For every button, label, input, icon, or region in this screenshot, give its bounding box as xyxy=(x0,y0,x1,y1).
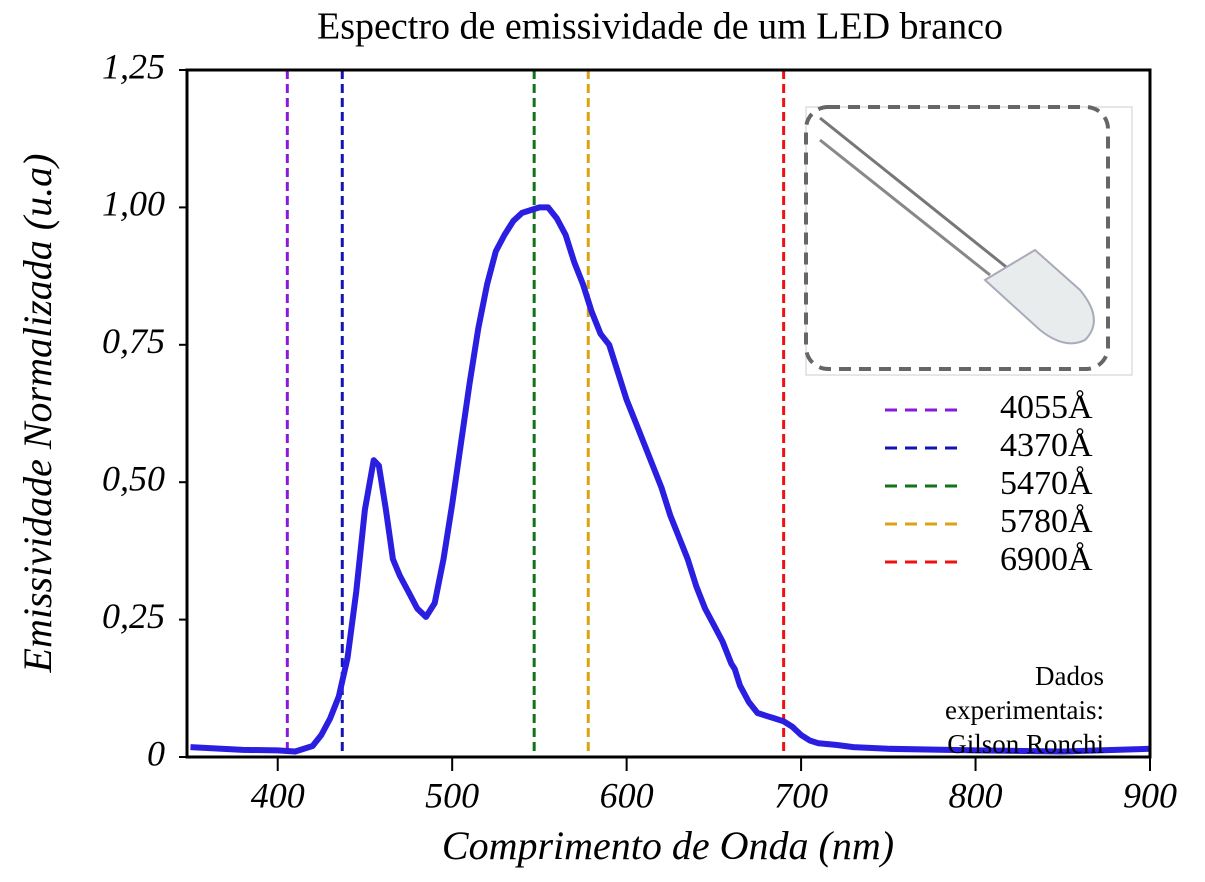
inset-photo xyxy=(806,107,1132,375)
y-axis-label: Emissividade Normalizada (u.a) xyxy=(15,154,60,674)
x-tick-label: 400 xyxy=(251,775,305,815)
y-tick-label: 0 xyxy=(147,733,165,773)
y-tick-label: 0,25 xyxy=(102,596,165,636)
legend-label: 5470Å xyxy=(1000,465,1093,502)
x-tick-label: 500 xyxy=(425,775,479,815)
x-tick-label: 600 xyxy=(600,775,654,815)
legend-label: 5780Å xyxy=(1000,503,1093,540)
legend-label: 4055Å xyxy=(1000,389,1093,426)
annotation: Dados xyxy=(1035,661,1104,691)
chart-title: Espectro de emissividade de um LED branc… xyxy=(317,6,1003,48)
y-tick-label: 0,75 xyxy=(102,321,165,361)
chart: Espectro de emissividade de um LED branc… xyxy=(0,0,1205,877)
annotation: experimentais: xyxy=(945,695,1104,725)
x-tick-label: 800 xyxy=(949,775,1003,815)
annotation: Gilson Ronchi xyxy=(947,729,1104,759)
legend-label: 4370Å xyxy=(1000,427,1093,464)
x-tick-label: 900 xyxy=(1123,775,1177,815)
y-tick-label: 1,25 xyxy=(102,46,165,86)
legend-label: 6900Å xyxy=(1000,541,1093,578)
y-tick-label: 1,00 xyxy=(102,184,165,224)
y-tick-label: 0,50 xyxy=(102,458,165,498)
x-axis-label: Comprimento de Onda (nm) xyxy=(442,823,894,868)
x-tick-label: 700 xyxy=(774,775,828,815)
